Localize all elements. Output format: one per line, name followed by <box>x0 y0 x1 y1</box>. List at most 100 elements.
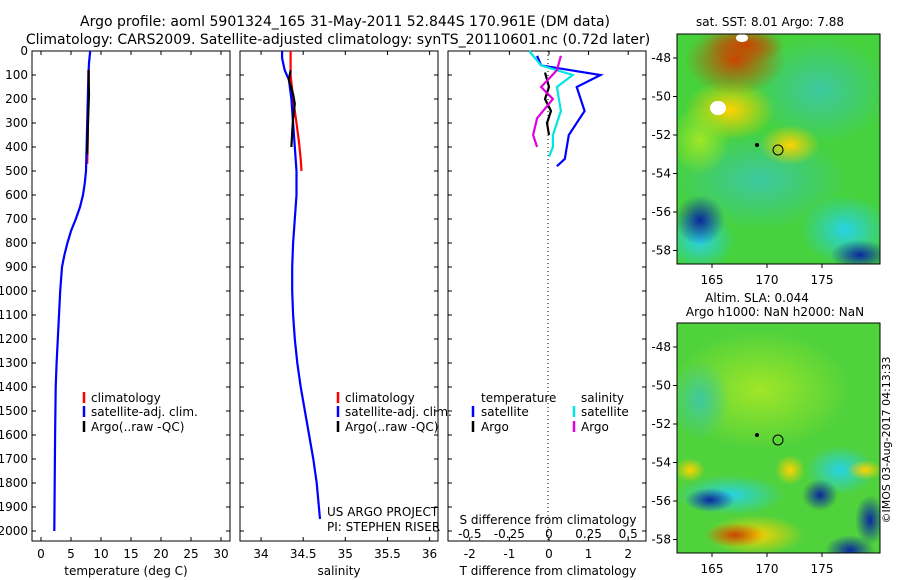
lon-tick-label: 165 <box>701 273 724 287</box>
map2-island-marker <box>755 433 759 437</box>
depth-tick-label: 1500 <box>0 404 28 418</box>
depth-tick-label: 2000 <box>0 524 28 538</box>
s-difference-label: S difference from climatology <box>460 513 637 527</box>
salinity-series <box>281 51 322 520</box>
temperature-series <box>53 50 92 532</box>
depth-tick-label: 1300 <box>0 356 28 370</box>
x-tick-label: 2 <box>624 547 632 561</box>
lon-tick-label: 175 <box>811 562 834 576</box>
series-line-argo <box>531 55 562 148</box>
series-line-satellite <box>536 55 605 168</box>
map1-lon-axis: 165 170 175 <box>701 264 834 287</box>
header-line-2: Climatology: CARS2009. Satellite-adjuste… <box>26 32 650 48</box>
depth-tick-label: 100 <box>5 68 28 82</box>
depth-tick-label: 600 <box>5 188 28 202</box>
s-tick-label: -0.25 <box>494 527 525 541</box>
x-tick-label: -1 <box>503 547 515 561</box>
depth-tick-label: 900 <box>5 260 28 274</box>
x-tick-label: 10 <box>93 547 108 561</box>
lat-tick-label: -48 <box>651 340 671 354</box>
temperature-panel-frame <box>31 50 231 542</box>
depth-tick-label: 0 <box>20 44 28 58</box>
lon-tick-label: 170 <box>756 562 779 576</box>
temperature-xlabel: temperature (deg C) <box>64 564 187 578</box>
depth-tick-label: 1000 <box>0 284 28 298</box>
x-tick-label: 34.5 <box>290 547 317 561</box>
x-tick-label: -2 <box>464 547 476 561</box>
s-tick-label: 0 <box>545 527 553 541</box>
lat-tick-label: -48 <box>651 51 671 65</box>
x-tick-label: 20 <box>153 547 168 561</box>
depth-tick-label: 300 <box>5 116 28 130</box>
temp-legend-climatology: climatology <box>91 391 161 405</box>
difference-s-axis: -0.5 -0.25 0 0.25 0.5 <box>458 527 638 541</box>
s-tick-label: -0.5 <box>458 527 481 541</box>
difference-panel-frame <box>447 50 647 542</box>
diff-legend-temperature-title: temperature <box>481 391 556 405</box>
s-tick-label: 0.25 <box>575 527 602 541</box>
sst-map <box>677 34 880 264</box>
salinity-xlabel: salinity <box>317 564 360 578</box>
depth-tick-label: 1700 <box>0 452 28 466</box>
x-tick-label: 1 <box>585 547 593 561</box>
lat-tick-label: -50 <box>651 90 671 104</box>
diff-legend-t-argo: Argo <box>481 420 509 434</box>
difference-series <box>528 50 605 168</box>
depth-tick-label: 1900 <box>0 500 28 514</box>
imos-watermark: ©IMOS 03-Aug-2017 04:13:33 <box>880 357 893 524</box>
x-tick-label: 0 <box>545 547 553 561</box>
series-line-satellite-adj-clim- <box>53 50 92 532</box>
altimetry-map <box>677 323 880 553</box>
temp-legend-argo: Argo(..raw -QC) <box>91 420 184 434</box>
series-line-argo-raw-qc- <box>86 70 91 155</box>
depth-axis: 0 100 200 300 400 500 600 700 800 900 1000 1100 1200… <box>0 44 646 538</box>
salinity-panel-frame <box>239 50 439 542</box>
map1-argo-location-marker <box>772 144 784 156</box>
s-tick-label: 0.5 <box>619 527 638 541</box>
lat-tick-label: -58 <box>651 533 671 547</box>
depth-tick-label: 1100 <box>0 308 28 322</box>
diff-legend-salinity-title: salinity <box>581 391 624 405</box>
x-tick-label: 35.5 <box>374 547 401 561</box>
depth-tick-label: 800 <box>5 236 28 250</box>
map1-frame <box>676 33 881 265</box>
map2-frame <box>676 322 881 554</box>
lat-tick-label: -56 <box>651 494 671 508</box>
diff-legend-t-satellite: satellite <box>481 405 529 419</box>
series-line-argo-raw-qc- <box>287 70 296 148</box>
lat-tick-label: -50 <box>651 379 671 393</box>
map1-island-marker <box>755 143 759 147</box>
difference-legend: temperature salinity satellite Argo sate… <box>471 391 629 434</box>
difference-x-axis: -2 -1 0 1 2 <box>464 51 632 561</box>
temperature-x-axis: 0 5 10 15 20 25 30 <box>37 51 229 561</box>
x-tick-label: 0 <box>37 547 45 561</box>
lat-tick-label: -54 <box>651 167 671 181</box>
depth-tick-label: 1800 <box>0 476 28 490</box>
sal-legend-climatology: climatology <box>345 391 415 405</box>
x-tick-label: 35 <box>338 547 353 561</box>
depth-tick-label: 1400 <box>0 380 28 394</box>
x-tick-label: 5 <box>67 547 75 561</box>
lat-tick-label: -54 <box>651 456 671 470</box>
x-tick-label: 25 <box>183 547 198 561</box>
depth-tick-label: 500 <box>5 164 28 178</box>
lon-tick-label: 175 <box>811 273 834 287</box>
x-tick-label: 36 <box>422 547 437 561</box>
sal-legend-satellite: satellite-adj. clim. <box>345 405 452 419</box>
credit-project: US ARGO PROJECT <box>327 505 439 519</box>
header-line-1: Argo profile: aoml 5901324_165 31-May-20… <box>80 14 610 30</box>
map2-lon-axis: 165 170 175 <box>701 553 834 576</box>
map2-title-line-1: Altim. SLA: 0.044 <box>705 291 809 305</box>
diff-legend-s-argo: Argo <box>581 420 609 434</box>
diff-legend-s-satellite: satellite <box>581 405 629 419</box>
series-line-satellite-adj-clim- <box>281 51 322 520</box>
t-difference-label: T difference from climatology <box>459 564 637 578</box>
temperature-legend: climatology satellite-adj. clim. Argo(..… <box>82 391 198 434</box>
depth-tick-label: 700 <box>5 212 28 226</box>
lat-tick-label: -52 <box>651 417 671 431</box>
map1-title: sat. SST: 8.01 Argo: 7.88 <box>696 15 844 29</box>
depth-tick-label: 400 <box>5 140 28 154</box>
temp-legend-satellite: satellite-adj. clim. <box>91 405 198 419</box>
depth-tick-label: 1600 <box>0 428 28 442</box>
